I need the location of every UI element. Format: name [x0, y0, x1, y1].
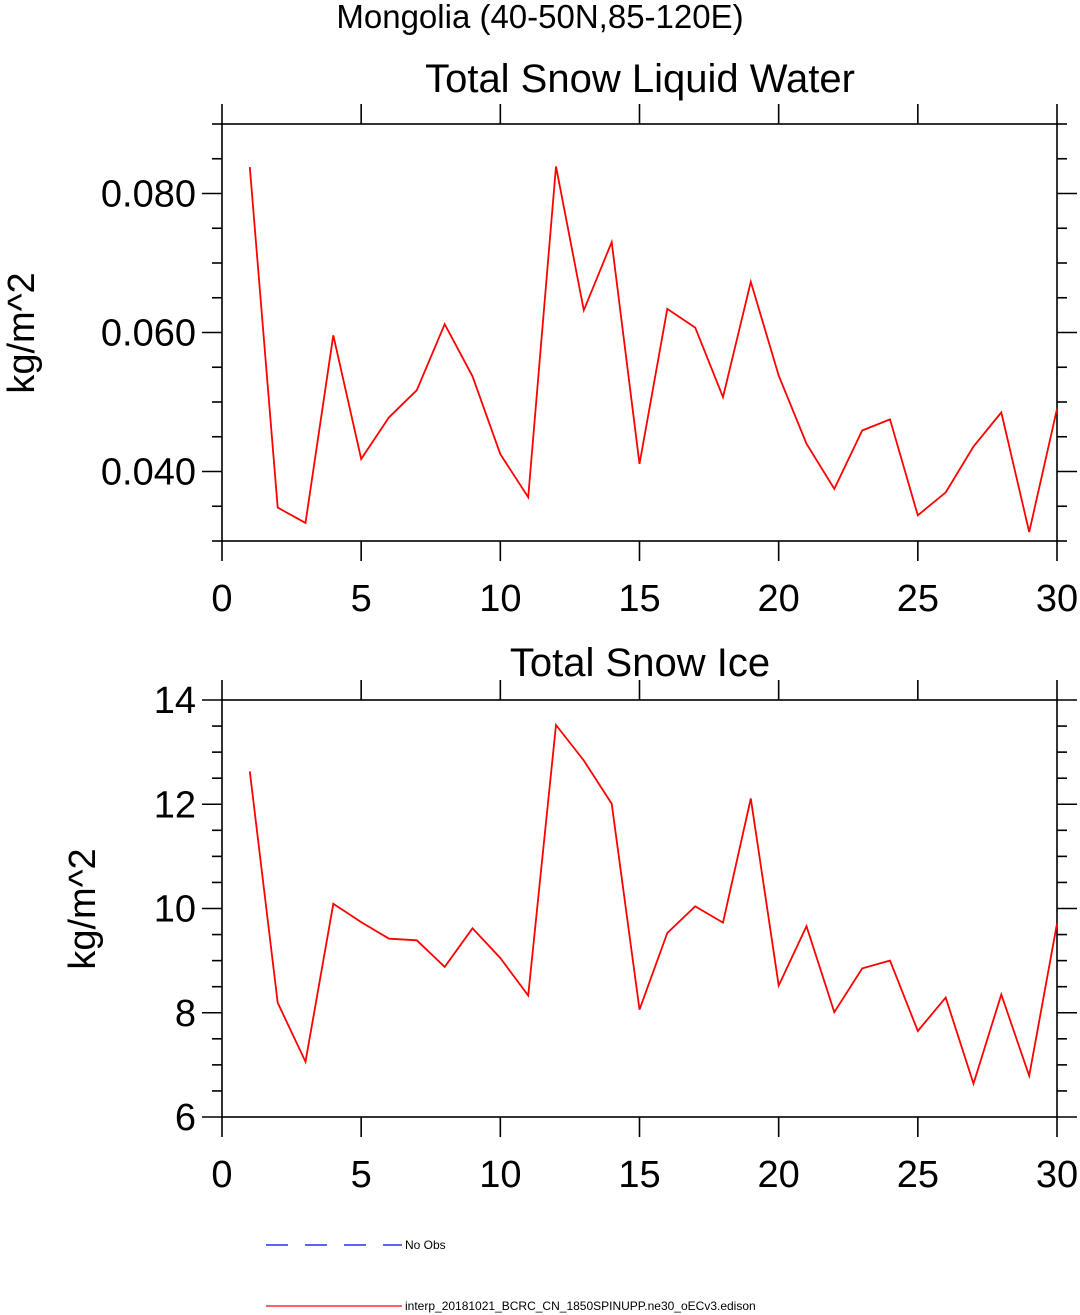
panel1-title: Total Snow Liquid Water	[425, 57, 855, 101]
series-line-0	[248, 722, 1058, 1087]
x-tick-label: 0	[211, 578, 232, 620]
legend-label-model: interp_20181021_BCRC_CN_1850SPINUPP.ne30…	[405, 1299, 756, 1313]
x-tick-label: 5	[351, 1154, 372, 1196]
panel1-plot: 0 5 10 15 20 25 30 0.040 0.060 0.080	[101, 104, 1078, 620]
x-tick-label: 5	[351, 578, 372, 620]
y-tick-label: 0.040	[101, 452, 196, 494]
x-tick-label: 15	[618, 578, 660, 620]
y-tick-label: 6	[175, 1097, 196, 1139]
y-tick-label: 8	[175, 993, 196, 1035]
x-tick-label: 30	[1036, 1154, 1078, 1196]
tick-marks	[202, 680, 1077, 1137]
x-tick-label: 30	[1036, 578, 1078, 620]
panel1-ylabel: kg/m^2	[1, 272, 43, 393]
x-tick-label: 25	[897, 1154, 939, 1196]
x-tick-label: 15	[618, 1154, 660, 1196]
panel2-plot: 0 5 10 15 20 25 30 6 8 10 12 14	[154, 680, 1078, 1196]
x-tick-label: 20	[758, 578, 800, 620]
figure-title: Mongolia (40-50N,85-120E)	[336, 0, 743, 35]
y-tick-label: 0.080	[101, 174, 196, 216]
panel2-ylabel: kg/m^2	[62, 848, 104, 969]
x-tick-label: 20	[758, 1154, 800, 1196]
x-tick-label: 10	[479, 1154, 521, 1196]
y-tick-label: 10	[154, 889, 196, 931]
y-tick-label: 14	[154, 680, 196, 722]
legend: No Obs interp_20181021_BCRC_CN_1850SPINU…	[266, 1238, 756, 1313]
plot-frame	[221, 699, 1058, 1118]
y-tick-label: 0.060	[101, 313, 196, 355]
plot-frame	[221, 123, 1058, 542]
panel2-title: Total Snow Ice	[510, 641, 770, 685]
x-tick-label: 25	[897, 578, 939, 620]
series-line-0	[248, 166, 1058, 533]
x-tick-label: 0	[211, 1154, 232, 1196]
x-tick-label: 10	[479, 578, 521, 620]
legend-label-no-obs: No Obs	[405, 1238, 446, 1252]
tick-marks	[202, 104, 1077, 561]
y-tick-label: 12	[154, 784, 196, 826]
